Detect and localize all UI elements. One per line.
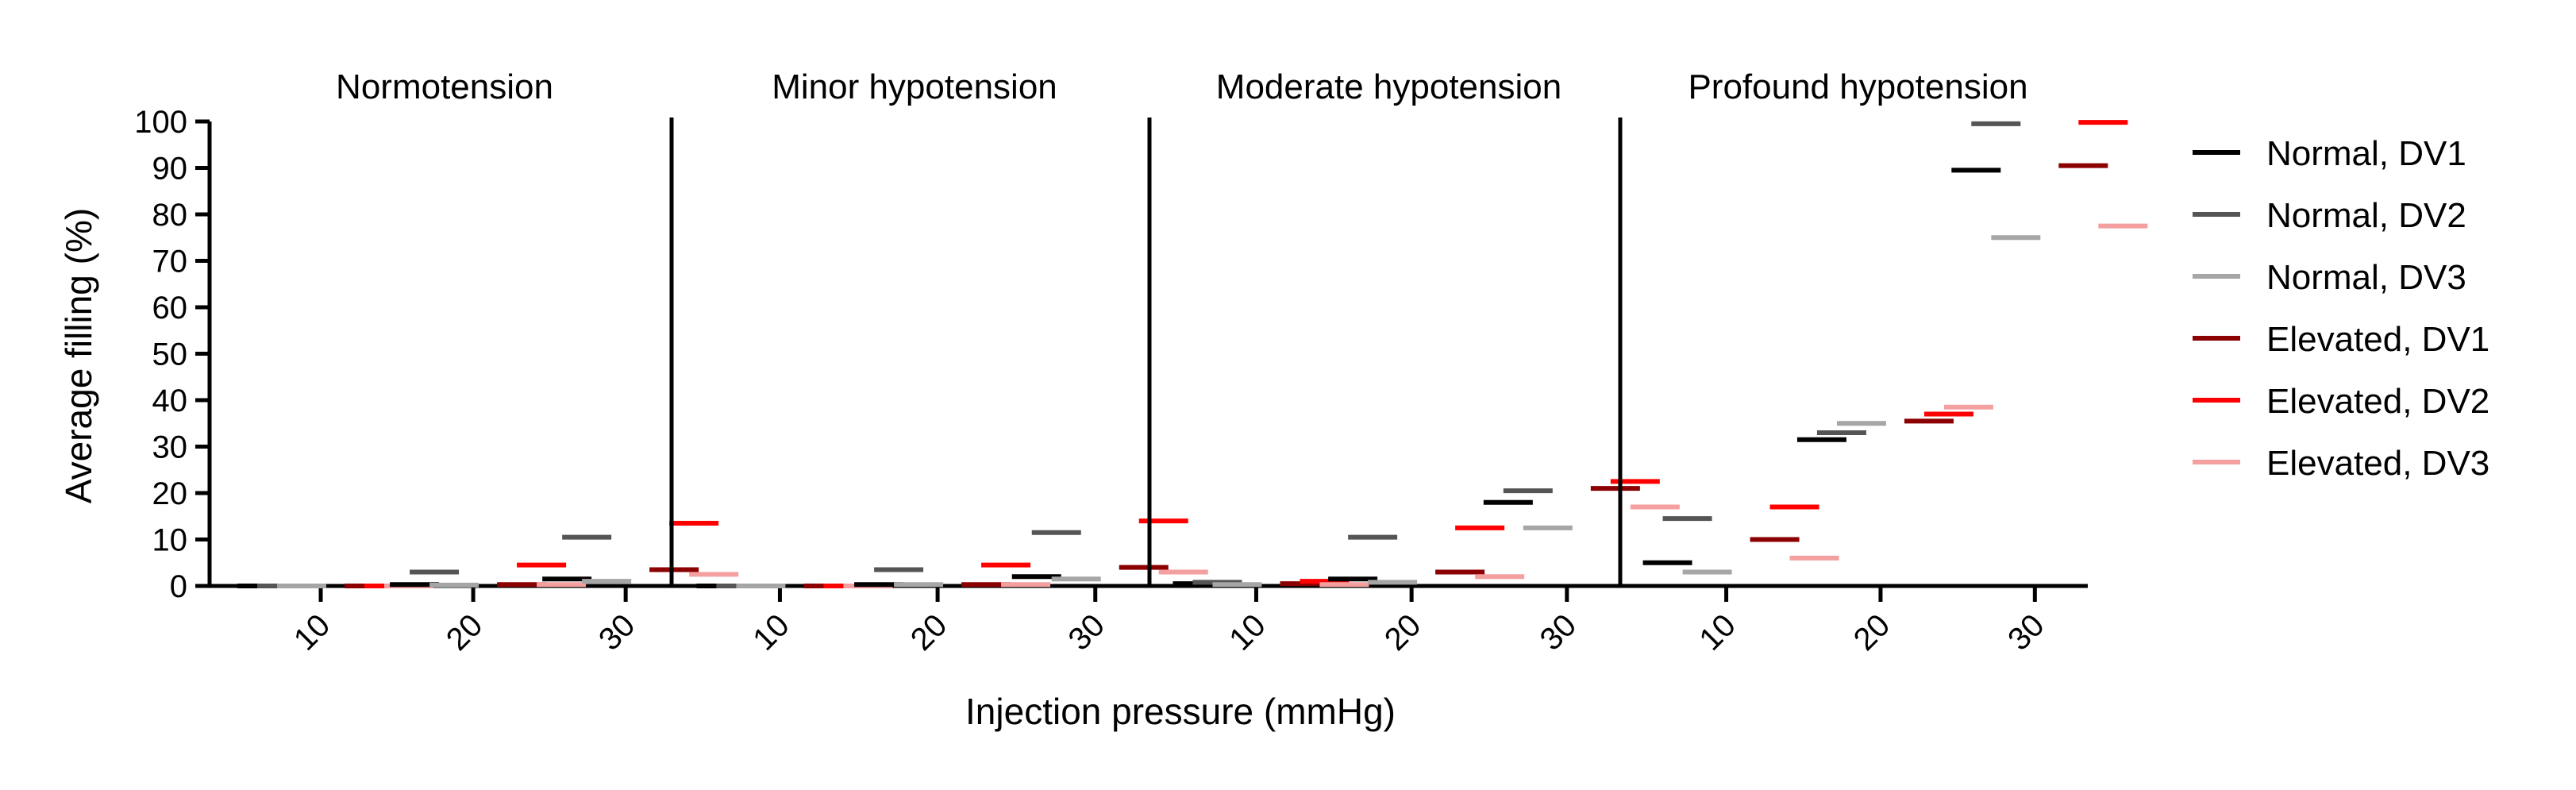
y-tick-label: 50 [152, 337, 188, 372]
legend-label: Elevated, DV2 [2266, 382, 2489, 421]
panel-title: Minor hypotension [772, 67, 1057, 106]
x-tick-label: 20 [1378, 607, 1428, 657]
x-axis-title: Injection pressure (mmHg) [965, 691, 1396, 732]
panel-title: Normotension [336, 67, 553, 106]
y-tick-label: 70 [152, 245, 188, 279]
legend: Normal, DV1 Normal, DV2 Normal, DV3 Elevate… [2193, 134, 2489, 483]
x-tick-label: 30 [592, 607, 642, 657]
legend-label: Elevated, DV3 [2266, 444, 2489, 483]
x-tick-label: 10 [746, 607, 796, 657]
x-tick-label: 20 [1847, 607, 1897, 657]
x-tick-label: 30 [1062, 607, 1112, 657]
y-tick-label: 30 [152, 430, 188, 465]
legend-label: Normal, DV2 [2266, 196, 2466, 235]
y-axis-title: Average filling (%) [58, 208, 99, 503]
legend-label: Normal, DV1 [2266, 134, 2466, 173]
y-tick-label: 10 [152, 523, 188, 558]
y-tick-label: 100 [134, 105, 187, 140]
y-tick-label: 60 [152, 291, 188, 326]
panel-title: Moderate hypotension [1216, 67, 1561, 106]
y-tick-label: 40 [152, 383, 188, 418]
legend-label: Normal, DV3 [2266, 258, 2466, 297]
x-tick-label: 20 [440, 607, 490, 657]
x-tick-label: 10 [287, 607, 337, 657]
x-tick-label: 30 [2001, 607, 2051, 657]
y-tick-label: 90 [152, 152, 188, 187]
y-tick-label: 0 [170, 569, 187, 604]
legend-label: Elevated, DV1 [2266, 320, 2489, 359]
plot-area: 0 10 20 30 40 50 60 70 80 90 100 Normotension 10 20 30… [134, 67, 2148, 657]
y-tick-label: 20 [152, 476, 188, 511]
panel-title: Profound hypotension [1688, 67, 2027, 106]
y-tick-label: 80 [152, 198, 188, 233]
x-tick-label: 30 [1534, 607, 1584, 657]
x-tick-label: 10 [1223, 607, 1273, 657]
x-tick-label: 20 [904, 607, 954, 657]
x-tick-label: 10 [1692, 607, 1742, 657]
